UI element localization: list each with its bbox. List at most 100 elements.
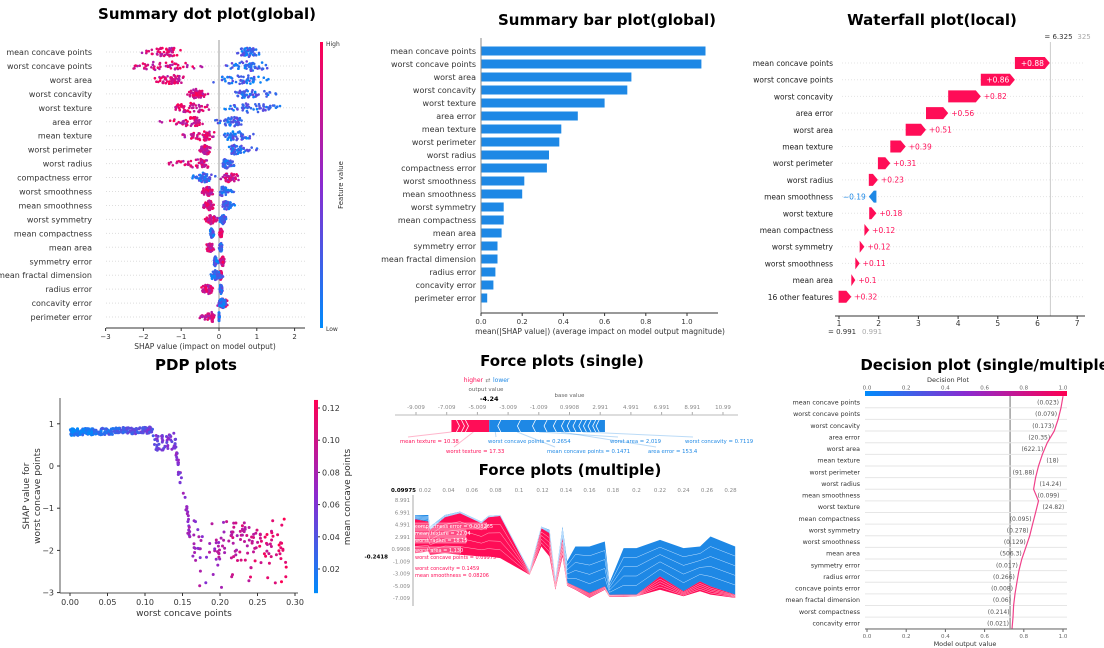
shap-dot: [218, 193, 222, 197]
x-tick-label: 0.02: [419, 488, 431, 494]
shap-dot: [195, 164, 198, 168]
shap-dot: [176, 63, 180, 67]
shap-dot: [222, 163, 226, 166]
dependence-point: [179, 476, 183, 480]
dependence-point: [232, 555, 236, 559]
feature-value-label: (0.008): [991, 586, 1013, 593]
shap-dot: [200, 89, 204, 93]
shap-dot: [196, 135, 199, 139]
shap-dot: [203, 217, 207, 221]
shap-dot: [199, 96, 202, 99]
shap-dot: [246, 111, 249, 114]
shap-dot: [208, 193, 211, 196]
dependence-point: [192, 542, 196, 546]
shap-dot: [262, 76, 266, 79]
dependence-point: [271, 519, 275, 523]
shap-dot: [203, 130, 206, 133]
shap-dot: [211, 230, 215, 234]
bar-category-label: symmetry error: [414, 242, 477, 251]
x-tick-label: 0.8: [640, 318, 651, 326]
shap-dot: [238, 89, 242, 93]
feature-label: concavity error: [32, 299, 93, 308]
force-feature-label: worst concave points = 0.2654: [488, 439, 571, 445]
dependence-point: [166, 444, 170, 447]
feature-label: mean fractal dimension: [0, 271, 92, 280]
shap-dot: [221, 205, 224, 208]
dependence-point: [269, 555, 273, 559]
dependence-point: [281, 547, 285, 551]
shap-dot: [190, 106, 194, 110]
output-value-label: = 6.325: [1044, 33, 1072, 41]
shap-dot: [170, 60, 174, 63]
dependence-point: [90, 430, 94, 434]
shap-dot: [251, 49, 255, 52]
tick-label: 6.991: [654, 405, 670, 411]
shap-dot: [208, 176, 212, 179]
dependence-point: [282, 517, 286, 521]
shap-dot: [241, 61, 245, 65]
dependence-point: [181, 491, 185, 495]
shap-dot: [223, 187, 227, 191]
dependence-point: [178, 480, 182, 484]
shap-dot: [156, 50, 160, 53]
shap-dot: [171, 164, 175, 167]
dependence-point: [249, 566, 253, 570]
shap-dot: [210, 173, 213, 176]
contribution-label: +0.31: [893, 159, 916, 168]
shap-dot: [217, 271, 221, 274]
shap-dot: [210, 191, 213, 195]
shap-dot: [233, 115, 236, 119]
shap-dot: [252, 47, 255, 50]
force-chevron: [552, 419, 557, 433]
shap-dot: [207, 186, 211, 189]
shap-dot: [164, 81, 168, 85]
texture-line: [414, 542, 736, 598]
top-tick-label: 0.2: [902, 386, 911, 392]
dependence-point: [231, 573, 234, 577]
shap-dot: [218, 273, 221, 277]
shap-dot: [231, 120, 234, 123]
dependence-point: [151, 427, 154, 431]
shap-dot: [229, 201, 232, 204]
shap-dot: [189, 116, 192, 119]
dot-plot-title: Summary dot plot(global): [98, 5, 316, 23]
feature-label: worst perimeter: [810, 469, 861, 476]
tick-label: 0.9908: [560, 405, 580, 411]
shap-dot: [228, 107, 231, 111]
x-axis-label: mean(|SHAP value|) (average impact on mo…: [475, 327, 725, 336]
shap-dot: [200, 65, 204, 69]
feature-value-label: (0.079): [1035, 411, 1057, 418]
waterfall-bar: [890, 140, 906, 153]
feature-value-label: (24.82): [1043, 504, 1065, 511]
shap-dot: [221, 186, 224, 189]
force-chevron: [587, 419, 592, 433]
shap-dot: [238, 61, 241, 65]
feature-value-label: (0.099): [1038, 493, 1060, 500]
shap-dot: [253, 90, 257, 94]
label-box: [413, 529, 467, 537]
tick-label: -3.009: [499, 405, 517, 411]
y-axis-label: worst concave points: [33, 448, 43, 544]
shap-dot: [205, 315, 208, 318]
shap-dot: [201, 122, 204, 126]
shap-dot: [179, 121, 182, 125]
shap-dot: [174, 76, 177, 79]
y-tick-label: 1: [49, 420, 54, 429]
dependence-point: [173, 438, 177, 441]
feature-label: concavity error: [812, 620, 860, 627]
shap-dot: [188, 104, 192, 108]
feature-label: area error: [52, 118, 92, 127]
shap-dot: [209, 146, 212, 149]
shap-dot: [246, 95, 250, 99]
shap-dot: [201, 315, 204, 318]
dependence-point: [127, 426, 131, 430]
x-axis-label: Model output value: [934, 640, 997, 648]
shap-dot: [210, 277, 214, 280]
shap-dot: [192, 174, 195, 177]
shap-dot: [245, 53, 248, 57]
shap-dot: [269, 106, 272, 109]
force-chevron: [532, 419, 536, 433]
texture-line: [414, 521, 736, 596]
dependence-point: [194, 520, 197, 524]
bar: [481, 98, 605, 108]
